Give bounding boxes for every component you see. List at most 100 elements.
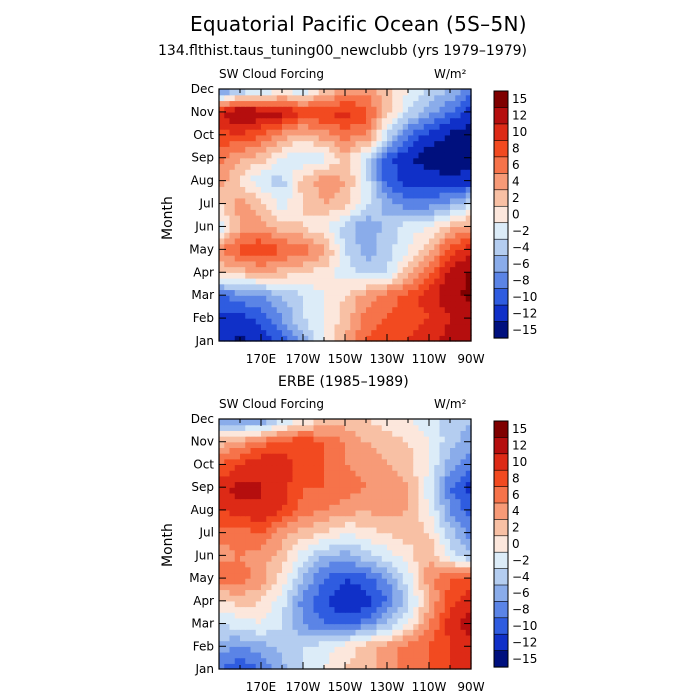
heatmap-cell bbox=[366, 134, 372, 142]
heatmap-cell bbox=[339, 634, 346, 642]
heatmap-cell bbox=[324, 272, 330, 279]
heatmap-cell bbox=[444, 94, 451, 102]
heatmap-cell bbox=[318, 651, 325, 659]
heatmap-cell bbox=[271, 329, 278, 336]
heatmap-cell bbox=[261, 555, 267, 562]
heatmap-cell bbox=[266, 640, 273, 647]
heatmap-cell bbox=[308, 134, 315, 142]
heatmap-cell bbox=[271, 606, 278, 613]
heatmap-cell bbox=[329, 266, 336, 273]
heatmap-cell bbox=[339, 237, 346, 245]
heatmap-cell bbox=[334, 600, 341, 608]
heatmap-cell bbox=[255, 657, 262, 664]
heatmap-cell bbox=[465, 498, 472, 505]
heatmap-cell bbox=[450, 487, 456, 494]
heatmap-cell bbox=[402, 306, 409, 313]
heatmap-cell bbox=[318, 186, 325, 193]
heatmap-cell bbox=[250, 152, 257, 159]
panel2-colorbar-frame bbox=[493, 420, 509, 668]
heatmap-cell bbox=[460, 464, 467, 471]
heatmap-cell bbox=[402, 595, 409, 602]
heatmap-cell bbox=[418, 215, 425, 222]
heatmap-cell bbox=[234, 526, 241, 534]
heatmap-cell bbox=[261, 111, 267, 119]
heatmap-cell bbox=[345, 538, 351, 545]
heatmap-cell bbox=[271, 272, 278, 279]
heatmap-cell bbox=[292, 146, 299, 153]
heatmap-cell bbox=[308, 538, 315, 545]
heatmap-cell bbox=[429, 323, 435, 331]
heatmap-cell bbox=[313, 646, 320, 653]
heatmap-cell bbox=[313, 657, 320, 664]
heatmap-cell bbox=[439, 634, 446, 642]
heatmap-cell bbox=[303, 329, 309, 336]
heatmap-cell bbox=[413, 441, 420, 449]
heatmap-cell bbox=[292, 283, 299, 291]
heatmap-cell bbox=[397, 146, 404, 153]
heatmap-cell bbox=[418, 492, 425, 500]
heatmap-cell bbox=[355, 487, 362, 494]
heatmap-cell bbox=[292, 453, 299, 460]
heatmap-cell bbox=[224, 578, 231, 585]
heatmap-cell bbox=[387, 623, 393, 630]
heatmap-cell bbox=[255, 192, 262, 199]
heatmap-cell bbox=[387, 197, 393, 205]
heatmap-cell bbox=[397, 323, 404, 331]
heatmap-cell bbox=[465, 447, 472, 454]
heatmap-cell bbox=[444, 117, 451, 124]
heatmap-cell bbox=[413, 617, 420, 625]
colorbar-label: 4 bbox=[512, 175, 520, 189]
heatmap-cell bbox=[250, 232, 257, 239]
heatmap-cell bbox=[355, 441, 362, 449]
heatmap-cell bbox=[276, 215, 283, 222]
heatmap-cell bbox=[334, 289, 341, 296]
heatmap-cell bbox=[429, 106, 435, 113]
heatmap-cell bbox=[276, 475, 283, 483]
heatmap-cell bbox=[297, 117, 304, 124]
heatmap-cell bbox=[282, 323, 288, 331]
heatmap-cell bbox=[276, 606, 283, 613]
heatmap-cell bbox=[271, 504, 278, 511]
heatmap-cell bbox=[219, 174, 225, 182]
heatmap-cell bbox=[318, 180, 325, 187]
heatmap-cell bbox=[292, 424, 299, 431]
heatmap-cell bbox=[366, 295, 372, 302]
heatmap-cell bbox=[455, 453, 462, 460]
heatmap-cell bbox=[460, 306, 467, 313]
heatmap-cell bbox=[329, 578, 336, 585]
heatmap-cell bbox=[287, 174, 294, 182]
heatmap-cell bbox=[261, 663, 267, 670]
heatmap-cell bbox=[303, 651, 309, 659]
heatmap-cell bbox=[376, 515, 383, 522]
heatmap-cell bbox=[250, 441, 257, 449]
heatmap-cell bbox=[350, 578, 357, 585]
heatmap-cell bbox=[360, 203, 367, 210]
heatmap-cell bbox=[366, 243, 372, 250]
heatmap-cell bbox=[408, 441, 414, 449]
heatmap-cell bbox=[371, 646, 378, 653]
heatmap-cell bbox=[318, 509, 325, 517]
heatmap-cell bbox=[371, 578, 378, 585]
y-tick-label-mar: Mar bbox=[191, 617, 214, 631]
heatmap-cell bbox=[303, 538, 309, 545]
heatmap-cell bbox=[229, 526, 236, 534]
heatmap-cell bbox=[255, 470, 262, 477]
heatmap-cell bbox=[392, 220, 399, 228]
heatmap-cell bbox=[402, 106, 409, 113]
heatmap-cell bbox=[402, 134, 409, 142]
heatmap-cell bbox=[329, 180, 336, 187]
heatmap-cell bbox=[329, 295, 336, 302]
heatmap-cell bbox=[234, 289, 241, 296]
heatmap-cell bbox=[413, 220, 420, 228]
heatmap-cell bbox=[261, 117, 267, 124]
heatmap-cell bbox=[418, 186, 425, 193]
heatmap-cell bbox=[360, 589, 367, 596]
heatmap-cell bbox=[439, 578, 446, 585]
heatmap-cell bbox=[308, 255, 315, 262]
heatmap-cell bbox=[318, 323, 325, 331]
heatmap-cell bbox=[282, 561, 288, 568]
heatmap-cell bbox=[229, 197, 236, 205]
heatmap-cell bbox=[434, 572, 441, 579]
heatmap-cell bbox=[224, 629, 231, 636]
heatmap-cell bbox=[371, 447, 378, 454]
